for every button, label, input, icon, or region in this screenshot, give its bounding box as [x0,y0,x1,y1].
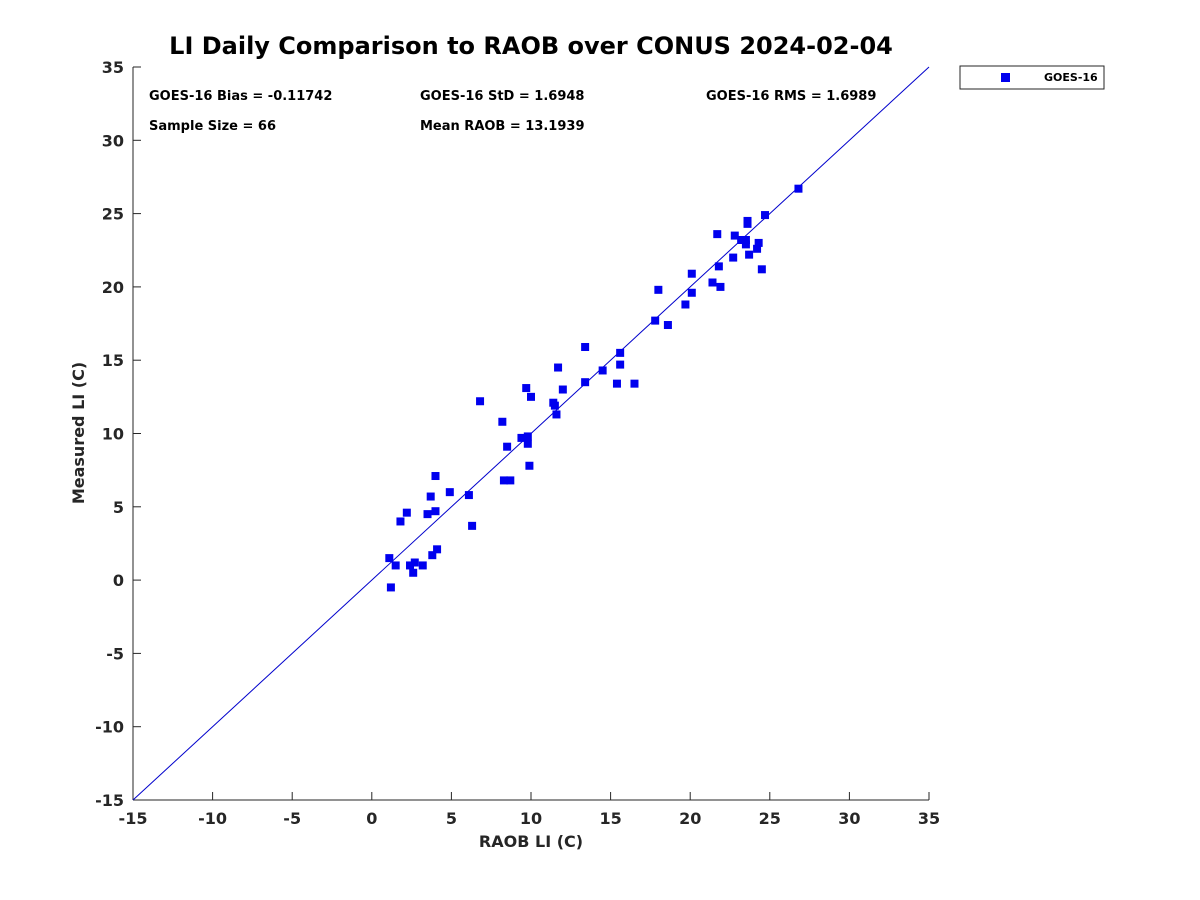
data-point [598,366,607,375]
data-point [743,216,752,225]
data-point [391,561,400,570]
x-axis-label: RAOB LI (C) [479,832,583,851]
data-point [409,568,418,577]
stat-mean-raob: Mean RAOB = 13.1939 [420,119,585,134]
y-tick-label: 10 [102,425,124,444]
y-tick-label: -5 [106,644,124,663]
legend-label: GOES-16 [1044,71,1098,84]
chart-title: LI Daily Comparison to RAOB over CONUS 2… [169,32,893,60]
data-point [418,561,427,570]
data-point [468,521,477,530]
data-point [745,250,754,259]
data-point [402,508,411,517]
x-tick-label: 10 [520,809,542,828]
data-point [616,348,625,357]
x-tick-label: -15 [119,809,148,828]
data-point [499,476,508,485]
data-point [681,300,690,309]
data-point [517,433,526,442]
data-point [431,507,440,516]
data-point [506,476,515,485]
data-point [406,561,415,570]
x-tick-label: -10 [198,809,227,828]
data-point [713,230,722,239]
data-point [522,384,531,393]
legend: GOES-16 [959,65,1105,90]
x-tick-label: 35 [918,809,940,828]
data-point [630,379,639,388]
data-point [741,235,750,244]
x-tick-label: 20 [679,809,701,828]
data-point [527,392,535,401]
data-point [476,397,485,406]
data-point [714,262,723,271]
legend-box [959,65,1105,90]
stat-bias: GOES-16 Bias = -0.11742 [149,89,332,104]
y-axis-label: Measured LI (C) [69,362,88,504]
data-point [663,321,672,330]
data-point [503,442,512,451]
data-point [431,472,440,481]
data-point [554,363,563,372]
data-point [581,343,590,352]
data-point [410,558,419,567]
stat-rms: GOES-16 RMS = 1.6989 [706,89,876,104]
data-point [552,410,561,419]
data-point [708,278,717,287]
y-tick-label: 20 [102,278,124,297]
data-point [498,417,507,426]
x-tick-label: 15 [599,809,621,828]
data-point [730,231,739,240]
data-point [754,238,763,247]
x-tick-label: 0 [366,809,377,828]
data-point [385,554,394,563]
x-tick-label: 5 [446,809,457,828]
data-point [581,378,590,387]
stat-sample-size: Sample Size = 66 [149,119,276,134]
data-point [794,184,803,193]
y-tick-label: 5 [113,498,124,517]
data-point [753,244,762,253]
data-point [445,488,454,497]
data-point [687,288,696,297]
data-point [737,235,746,244]
data-point [716,282,725,291]
data-point [386,583,395,592]
data-point [433,545,442,554]
x-tick-label: -5 [283,809,301,828]
y-tick-label: 30 [102,131,124,150]
y-tick-label: 15 [102,351,124,370]
data-point [651,316,660,325]
data-point [761,211,770,220]
data-point [464,491,473,500]
x-tick-label: 25 [759,809,781,828]
y-tick-label: -15 [95,791,124,810]
stat-std: GOES-16 StD = 1.6948 [420,89,584,104]
axis-ticks: -15 -10 -5 0 5 10 15 20 25 30 35 -15 -10 -5 0 5 10 15 20 25… [95,58,940,828]
data-point [558,385,567,394]
data-point [423,510,432,519]
data-point [654,285,663,294]
data-point [523,439,532,448]
data-point [729,253,738,262]
data-point [687,269,696,278]
data-point [741,240,750,249]
y-tick-label: -10 [95,718,124,737]
data-point [525,461,534,470]
data-point [612,379,621,388]
data-point [550,401,559,410]
data-point [428,551,437,560]
x-tick-label: 30 [838,809,860,828]
data-points [385,184,803,592]
data-point [396,517,405,526]
data-point [616,360,625,369]
y-tick-label: 0 [113,571,124,590]
y-tick-label: 25 [102,205,124,224]
data-point [757,265,766,274]
data-point [523,432,532,441]
legend-marker [1001,73,1010,82]
y-tick-label: 35 [102,58,124,77]
data-point [426,492,435,501]
